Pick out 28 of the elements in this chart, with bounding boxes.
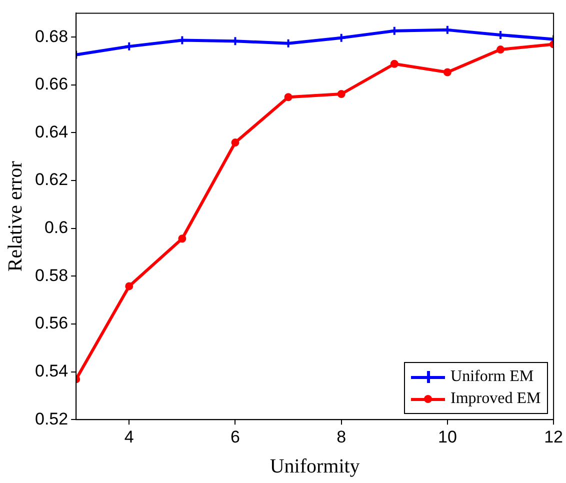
x-tick-label: 6 [230, 427, 240, 446]
x-tick-label: 12 [544, 427, 564, 446]
y-tick-label: 0.66 [34, 74, 68, 94]
point [390, 60, 398, 68]
y-tick-label: 0.54 [34, 361, 68, 380]
x-tick-label: 4 [124, 427, 134, 446]
y-tick-label: 0.62 [34, 170, 68, 190]
legend-label: Improved EM [450, 390, 541, 408]
y-axis-title: Relative error [4, 160, 26, 272]
point [496, 46, 504, 54]
y-tick-label: 0.52 [34, 409, 68, 428]
point [125, 282, 134, 290]
point [178, 234, 186, 243]
x-axis-title: Uniformity [270, 455, 360, 478]
legend-label: Uniform EM [450, 368, 534, 386]
point [337, 90, 346, 98]
y-tick-label: 0.56 [34, 314, 68, 333]
point [231, 138, 240, 147]
x-tick-label: 10 [438, 427, 457, 446]
point [284, 93, 292, 102]
point [336, 32, 346, 43]
point [443, 68, 452, 76]
x-tick-label: 8 [336, 427, 346, 446]
y-tick-label: 0.64 [34, 122, 68, 142]
y-tick-label: 0.68 [34, 26, 68, 46]
point [124, 41, 134, 52]
y-tick-label: 0.6 [44, 218, 68, 238]
y-tick-label: 0.58 [34, 266, 68, 285]
